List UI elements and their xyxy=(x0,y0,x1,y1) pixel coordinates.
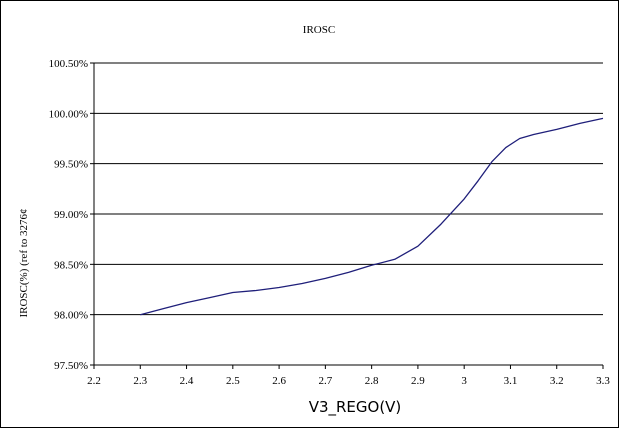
x-tick-label: 2.6 xyxy=(272,375,286,387)
y-tick-label: 99.00% xyxy=(54,209,88,221)
x-tick-label: 2.4 xyxy=(180,375,194,387)
y-tick-label: 98.00% xyxy=(54,310,88,322)
x-tick-label: 3 xyxy=(461,375,467,387)
x-tick-label: 2.9 xyxy=(411,375,425,387)
y-tick-label: 97.50% xyxy=(54,360,88,372)
x-tick-label: 3.2 xyxy=(550,375,564,387)
x-tick-label: 2.5 xyxy=(226,375,240,387)
series-line-0 xyxy=(140,117,604,316)
x-tick-label: 2.7 xyxy=(318,375,332,387)
y-tick-label: 98.50% xyxy=(54,259,88,271)
chart-title: IROSC xyxy=(303,24,335,36)
x-tick-label: 2.3 xyxy=(133,375,147,387)
x-tick-label: 3.3 xyxy=(596,375,610,387)
tick-labels: 97.50% 98.00% 98.50% 99.00% 99.50% 100.00% 100… xyxy=(49,58,611,387)
x-tick-label: 2.2 xyxy=(87,375,101,387)
y-tick-label: 99.50% xyxy=(54,159,88,171)
y-tick-label: 100.00% xyxy=(49,108,88,120)
axes xyxy=(90,62,604,369)
x-axis-label: V3_REGO(V) xyxy=(309,398,402,417)
grid-lines xyxy=(94,62,603,316)
series-layer xyxy=(140,117,604,316)
y-tick-label: 100.50% xyxy=(49,58,88,70)
x-tick-label: 3.1 xyxy=(504,375,518,387)
y-axis-label: IROSC(%) (ref to 3276¢ xyxy=(18,208,30,317)
x-tick-label: 2.8 xyxy=(365,375,379,387)
